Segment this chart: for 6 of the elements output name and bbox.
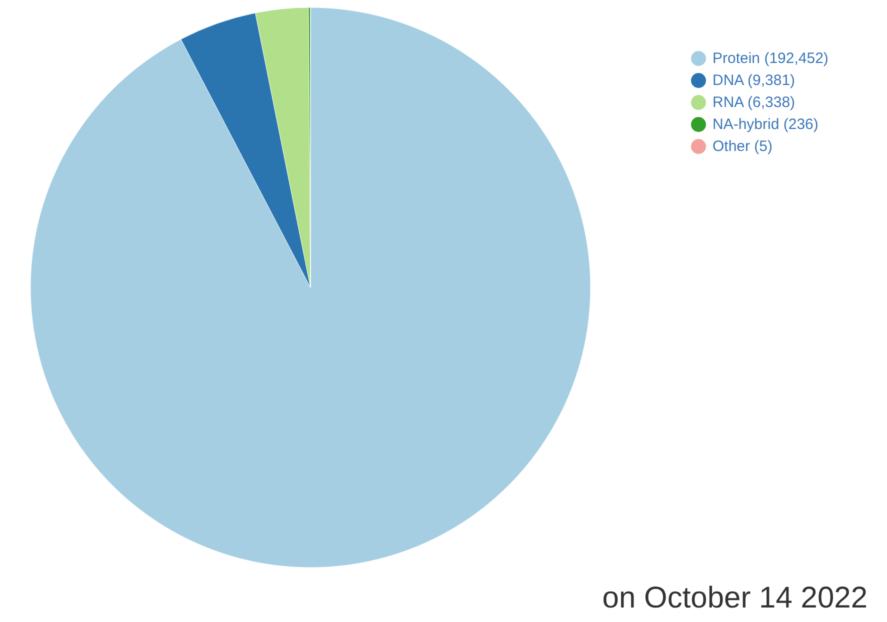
legend-label: NA-hybrid (236) bbox=[712, 116, 818, 133]
legend-label: Other (5) bbox=[712, 138, 773, 155]
legend-label: DNA (9,381) bbox=[712, 72, 796, 89]
legend-label: Protein (192,452) bbox=[712, 50, 828, 67]
legend-label: RNA (6,338) bbox=[712, 94, 796, 111]
text: on October 14 2022 bbox=[602, 582, 868, 614]
